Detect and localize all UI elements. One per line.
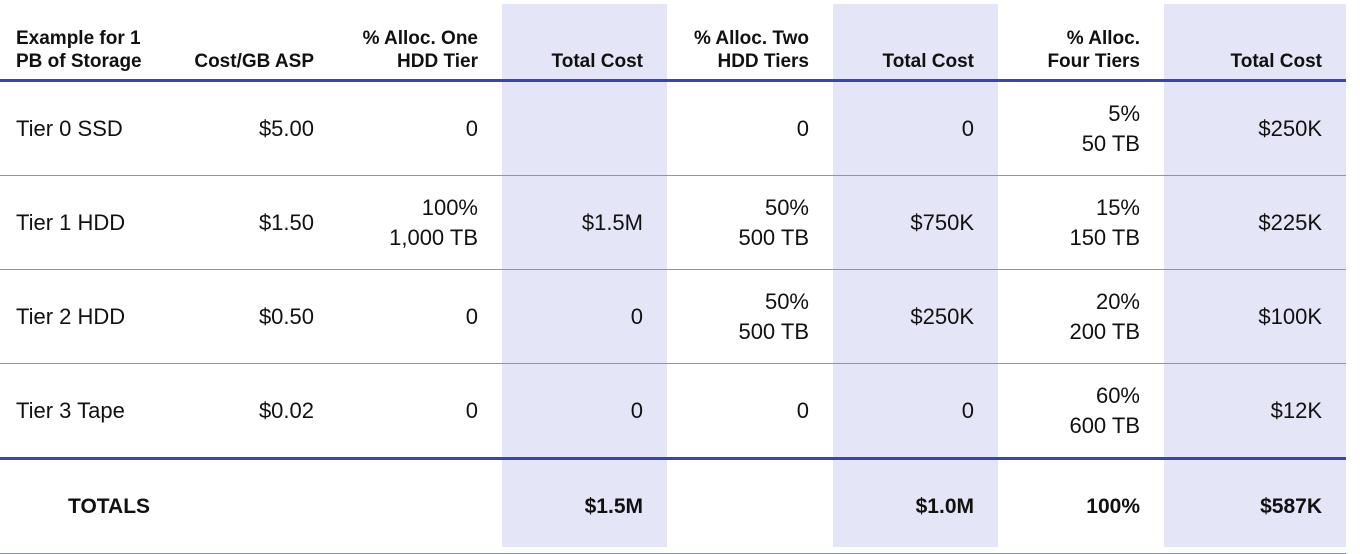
cell-line: 0 [465, 115, 478, 141]
header-alloc-four: % Alloc. Four Tiers [998, 0, 1164, 82]
header-tier: Example for 1 PB of Storage [0, 0, 178, 82]
total-two-cell: 0 [833, 363, 998, 460]
header-line: HDD Tiers [717, 51, 809, 72]
header-line: HDD Tier [397, 51, 478, 72]
tier-name: Tier 1 HDD [0, 175, 178, 270]
table-row: Tier 0 SSD $5.00 0 0 0 5% 50 TB [0, 80, 1346, 176]
cell-line: $250K [1258, 115, 1322, 141]
table-row: Tier 3 Tape $0.02 0 0 0 0 60% 600 TB [0, 363, 1346, 460]
tier-name: Tier 0 SSD [0, 80, 178, 176]
alloc-four-cell: 15% 150 TB [998, 175, 1164, 270]
total-four-cell: $250K [1164, 80, 1346, 176]
cost-per-gb: $5.00 [178, 80, 338, 176]
header-total-four: Total Cost [1164, 0, 1346, 82]
cell-line: 500 TB [738, 318, 809, 344]
header-line: % Alloc. [1066, 28, 1140, 49]
header-alloc-two: % Alloc. Two HDD Tiers [667, 0, 833, 82]
total-two-cell: $750K [833, 175, 998, 270]
cell-line: 15% [1095, 194, 1140, 220]
alloc-one-cell: 0 [338, 80, 502, 176]
totals-total-four: $587K [1164, 458, 1346, 554]
total-one-cell: 0 [502, 363, 667, 460]
cell-line: $225K [1258, 209, 1322, 235]
header-line: % Alloc. Two [693, 28, 809, 49]
totals-total-one: $1.5M [502, 458, 667, 554]
totals-row: TOTALS $1.5M $1.0M 100% $587K [0, 458, 1346, 554]
alloc-two-cell: 50% 500 TB [667, 175, 833, 270]
header-total-two: Total Cost [833, 0, 998, 82]
cell-line: 100% [421, 194, 478, 220]
total-one-cell: 0 [502, 269, 667, 364]
tier-name: Tier 3 Tape [0, 363, 178, 460]
alloc-two-cell: 50% 500 TB [667, 269, 833, 364]
tier-name: Tier 2 HDD [0, 269, 178, 364]
alloc-two-cell: 0 [667, 80, 833, 176]
header-line: Total Cost [1230, 51, 1322, 72]
cost-per-gb: $0.02 [178, 363, 338, 460]
alloc-four-cell: 5% 50 TB [998, 80, 1164, 176]
header-total-one: Total Cost [502, 0, 667, 82]
totals-total-two: $1.0M [833, 458, 998, 554]
cell-line: 0 [465, 397, 478, 423]
table-row: Tier 2 HDD $0.50 0 0 50% 500 TB $250K 20… [0, 269, 1346, 364]
cell-line: 0 [796, 397, 809, 423]
totals-alloc-two [667, 458, 833, 554]
total-two-cell: 0 [833, 80, 998, 176]
cost-per-gb: $0.50 [178, 269, 338, 364]
header-line: Cost/GB ASP [194, 51, 314, 72]
cell-line: 0 [796, 115, 809, 141]
cell-line: 0 [630, 303, 643, 329]
totals-alloc-four: 100% [998, 458, 1164, 554]
cell-line: 0 [630, 397, 643, 423]
total-four-cell: $100K [1164, 269, 1346, 364]
cell-line: $750K [910, 209, 974, 235]
cell-line: 500 TB [738, 224, 809, 250]
cost-per-gb: $1.50 [178, 175, 338, 270]
cell-line: 0 [465, 303, 478, 329]
alloc-four-cell: 20% 200 TB [998, 269, 1164, 364]
cell-line: 0 [961, 115, 974, 141]
cell-line: $250K [910, 303, 974, 329]
alloc-one-cell: 0 [338, 269, 502, 364]
cell-line: $100K [1258, 303, 1322, 329]
cell-line: 5% [1108, 100, 1140, 126]
alloc-two-cell: 0 [667, 363, 833, 460]
total-one-cell: $1.5M [502, 175, 667, 270]
cell-line: 1,000 TB [389, 224, 478, 250]
header-line: Four Tiers [1047, 51, 1140, 72]
total-one-cell [502, 80, 667, 176]
header-line: % Alloc. One [362, 28, 478, 49]
cell-line: 50% [764, 288, 809, 314]
alloc-one-cell: 100% 1,000 TB [338, 175, 502, 270]
cell-line: 50 TB [1081, 130, 1140, 156]
cell-line: 60% [1095, 382, 1140, 408]
total-four-cell: $12K [1164, 363, 1346, 460]
alloc-one-cell: 0 [338, 363, 502, 460]
table-row: Tier 1 HDD $1.50 100% 1,000 TB $1.5M 50%… [0, 175, 1346, 270]
cell-line: 150 TB [1069, 224, 1140, 250]
totals-label: TOTALS [0, 458, 178, 554]
header-line: Total Cost [551, 51, 643, 72]
total-four-cell: $225K [1164, 175, 1346, 270]
alloc-four-cell: 60% 600 TB [998, 363, 1164, 460]
cell-line: $12K [1270, 397, 1322, 423]
header-alloc-one: % Alloc. One HDD Tier [338, 0, 502, 82]
header-row: Example for 1 PB of Storage Cost/GB ASP … [0, 0, 1346, 82]
totals-cost-per-gb [178, 458, 338, 554]
cell-line: 600 TB [1069, 412, 1140, 438]
header-line: Total Cost [882, 51, 974, 72]
cell-line: 200 TB [1069, 318, 1140, 344]
cell-line: 50% [764, 194, 809, 220]
header-line: Example for 1 [16, 28, 141, 49]
totals-alloc-one [338, 458, 502, 554]
header-line: PB of Storage [16, 51, 142, 72]
total-two-cell: $250K [833, 269, 998, 364]
header-cost-per-gb: Cost/GB ASP [178, 0, 338, 82]
cell-line: 0 [961, 397, 974, 423]
cell-line: 20% [1095, 288, 1140, 314]
cell-line: $1.5M [581, 209, 643, 235]
